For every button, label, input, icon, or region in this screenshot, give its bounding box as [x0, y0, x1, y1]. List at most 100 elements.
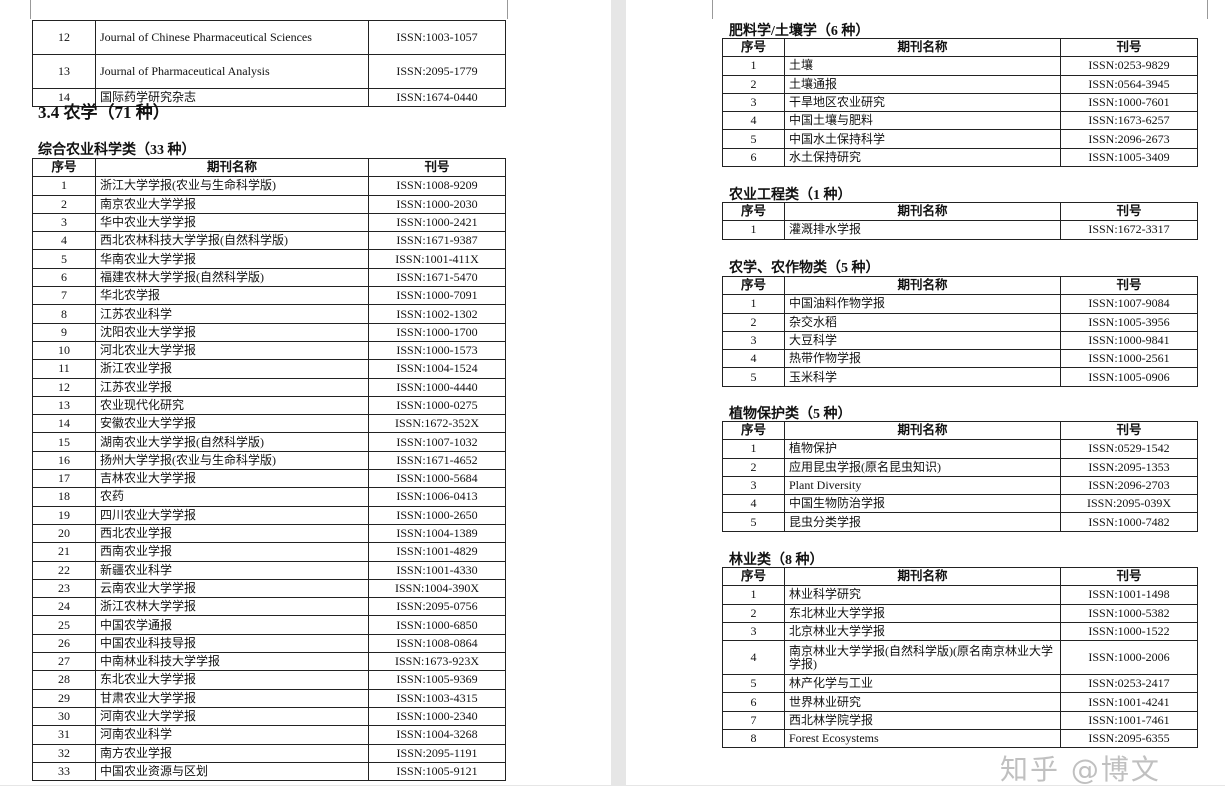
row-number: 7	[32, 286, 96, 306]
column-header: 刊号	[1060, 275, 1198, 296]
column-header: 期刊名称	[784, 275, 1061, 296]
table-row: 4 热带作物学报 ISSN:1000-2561	[722, 349, 1198, 369]
category-table: 序号 期刊名称 刊号 1 中国油料作物学报 ISSN:1007-9084 2 杂交水稻 ISSN…	[722, 275, 1198, 387]
table-row: 10 河北农业大学学报 ISSN:1000-1573	[32, 340, 506, 361]
table-row: 5 昆虫分类学报 ISSN:1000-7482	[722, 512, 1198, 532]
column-header: 刊号	[1060, 420, 1198, 441]
table-row: 21 西南农业学报 ISSN:1001-4829	[32, 542, 506, 562]
issn: ISSN:1000-4440	[368, 377, 506, 397]
row-number: 5	[722, 129, 785, 149]
section-heading: 3.4 农学（71 种）	[38, 103, 170, 122]
row-number: 5	[722, 674, 785, 694]
table-row: 19 四川农业大学学报 ISSN:1000-2650	[32, 505, 506, 525]
journal-name: 灌溉排水学报	[784, 220, 1061, 240]
issn: ISSN:1000-2561	[1060, 349, 1198, 369]
issn: ISSN:1000-2006	[1060, 640, 1198, 676]
row-number: 15	[32, 432, 96, 452]
column-header: 期刊名称	[784, 420, 1061, 441]
journal-name: 干旱地区农业研究	[784, 92, 1061, 113]
journal-name: 浙江农业学报	[95, 359, 369, 379]
table-row: 12 Journal of Chinese Pharmaceutical Scie…	[32, 20, 506, 55]
issn: ISSN:0253-9829	[1060, 56, 1198, 76]
table-row: 18 农药 ISSN:1006-0413	[32, 487, 506, 507]
table-row: 4 西北农林科技大学学报(自然科学版) ISSN:1671-9387	[32, 231, 506, 251]
table-row: 1 植物保护 ISSN:0529-1542	[722, 439, 1198, 459]
column-header: 序号	[722, 566, 785, 587]
journal-name: 中国水土保持科学	[784, 129, 1061, 149]
journal-name: 东北林业大学学报	[784, 603, 1061, 623]
row-number: 17	[32, 469, 96, 489]
row-number: 1	[722, 439, 785, 459]
journal-name: 大豆科学	[784, 330, 1061, 351]
crop-mark	[1207, 0, 1208, 19]
journal-name: 中国油料作物学报	[784, 294, 1061, 314]
row-number: 8	[32, 304, 96, 324]
row-number: 1	[32, 176, 96, 196]
issn: ISSN:1000-1573	[368, 340, 506, 361]
table-row: 9 沈阳农业大学学报 ISSN:1000-1700	[32, 322, 506, 342]
row-number: 23	[32, 578, 96, 599]
issn: ISSN:1000-7091	[368, 286, 506, 306]
journal-name: 水土保持研究	[784, 147, 1061, 168]
row-number: 8	[722, 729, 785, 749]
issn: ISSN:1000-2421	[368, 212, 506, 233]
row-number: 1	[722, 585, 785, 605]
row-number: 6	[722, 147, 785, 168]
issn: ISSN:1000-5382	[1060, 603, 1198, 623]
journal-name: 新疆农业科学	[95, 560, 369, 580]
column-header: 序号	[32, 157, 96, 178]
journal-name: 北京林业大学学报	[784, 621, 1061, 642]
journal-name: 杂交水稻	[784, 312, 1061, 332]
row-number: 5	[32, 249, 96, 269]
table-row: 2 杂交水稻 ISSN:1005-3956	[722, 312, 1198, 332]
row-number: 30	[32, 706, 96, 727]
journal-name: Journal of Chinese Pharmaceutical Scienc…	[95, 20, 369, 55]
row-number: 25	[32, 615, 96, 635]
table-row: 7 西北林学院学报 ISSN:1001-7461	[722, 710, 1198, 731]
watermark: 知乎 @博文	[1000, 753, 1161, 786]
table-row: 4 中国土壤与肥料 ISSN:1673-6257	[722, 111, 1198, 131]
table-row: 12 江苏农业学报 ISSN:1000-4440	[32, 377, 506, 397]
issn: ISSN:1002-1302	[368, 304, 506, 324]
column-header: 期刊名称	[95, 157, 369, 178]
row-number: 3	[32, 212, 96, 233]
table-row: 27 中南林业科技大学学报 ISSN:1673-923X	[32, 652, 506, 672]
table-row: 8 江苏农业科学 ISSN:1002-1302	[32, 304, 506, 324]
column-header: 序号	[722, 201, 785, 222]
journal-name: 世界林业研究	[784, 692, 1061, 712]
issn: ISSN:1674-0440	[368, 87, 506, 108]
issn: ISSN:1004-1389	[368, 523, 506, 544]
row-number: 9	[32, 322, 96, 342]
row-number: 2	[722, 457, 785, 477]
issn: ISSN:1671-9387	[368, 231, 506, 251]
journal-name: 热带作物学报	[784, 349, 1061, 369]
table-row: 24 浙江农林大学学报 ISSN:2095-0756	[32, 597, 506, 617]
table-row: 1 中国油料作物学报 ISSN:1007-9084	[722, 294, 1198, 314]
journal-name: 扬州大学学报(农业与生命科学版)	[95, 450, 369, 471]
journal-table: 序号 期刊名称 刊号 1 浙江大学学报(农业与生命科学版) ISSN:1008-9209 2…	[32, 157, 506, 782]
row-number: 14	[32, 414, 96, 434]
row-number: 12	[32, 20, 96, 55]
issn: ISSN:1008-0864	[368, 633, 506, 654]
journal-name: 湖南农业大学学报(自然科学版)	[95, 432, 369, 452]
row-number: 5	[722, 367, 785, 387]
journal-name: 河南农业大学学报	[95, 706, 369, 727]
issn: ISSN:1008-9209	[368, 176, 506, 196]
column-header: 序号	[722, 420, 785, 441]
issn: ISSN:1000-6850	[368, 615, 506, 635]
journal-table: 序号 期刊名称 刊号 1 中国油料作物学报 ISSN:1007-9084 2 杂交水稻 ISSN…	[722, 275, 1198, 387]
row-number: 7	[722, 710, 785, 731]
category-table: 序号 期刊名称 刊号 1 土壤 ISSN:0253-9829 2 土壤通报 ISSN:0564-…	[722, 37, 1198, 168]
journal-name: 林产化学与工业	[784, 674, 1061, 694]
row-number: 2	[722, 312, 785, 332]
issn: ISSN:0529-1542	[1060, 439, 1198, 459]
row-number: 21	[32, 542, 96, 562]
row-number: 4	[722, 640, 785, 676]
row-number: 3	[722, 621, 785, 642]
row-number: 4	[722, 494, 785, 514]
journal-name: 昆虫分类学报	[784, 512, 1061, 532]
table-row: 1 浙江大学学报(农业与生命科学版) ISSN:1008-9209	[32, 176, 506, 196]
issn: ISSN:2095-1191	[368, 743, 506, 763]
journal-name: 四川农业大学学报	[95, 505, 369, 525]
category-table: 序号 期刊名称 刊号 1 灌溉排水学报 ISSN:1672-3317	[722, 201, 1198, 240]
